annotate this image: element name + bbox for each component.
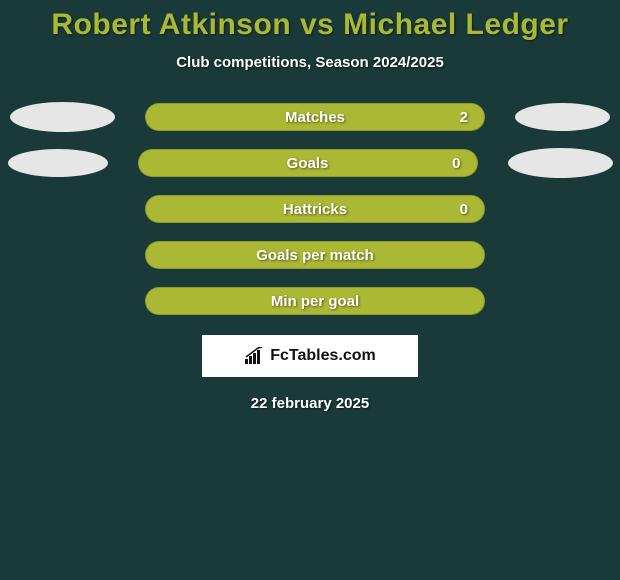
stat-label: Goals [287, 155, 329, 172]
stat-bar: Goals 0 [138, 149, 478, 177]
stat-label: Min per goal [271, 293, 359, 310]
stat-value: 0 [460, 201, 468, 218]
stat-row-hattricks: Hattricks 0 [0, 195, 620, 223]
stat-bar: Hattricks 0 [145, 195, 485, 223]
stat-bar: Goals per match [145, 241, 485, 269]
stat-label: Matches [285, 109, 345, 126]
stat-label: Hattricks [283, 201, 347, 218]
right-marker [515, 103, 610, 131]
stat-bar: Matches 2 [145, 103, 485, 131]
source-badge: FcTables.com [202, 335, 418, 377]
stat-row-mpg: Min per goal [0, 287, 620, 315]
stat-bar: Min per goal [145, 287, 485, 315]
source-text: FcTables.com [270, 347, 376, 365]
stat-rows: Matches 2 Goals 0 Hattricks 0 Goals [0, 103, 620, 315]
comparison-container: Robert Atkinson vs Michael Ledger Club c… [0, 0, 620, 412]
chart-icon [244, 347, 266, 365]
date-text: 22 february 2025 [0, 395, 620, 412]
stat-row-matches: Matches 2 [0, 103, 620, 131]
left-marker [8, 149, 108, 177]
left-marker [10, 102, 115, 132]
stat-label: Goals per match [256, 247, 374, 264]
stat-value: 0 [452, 155, 460, 172]
stat-value: 2 [460, 109, 468, 126]
right-marker [508, 148, 613, 178]
subtitle: Club competitions, Season 2024/2025 [0, 54, 620, 71]
stat-row-goals: Goals 0 [0, 149, 620, 177]
page-title: Robert Atkinson vs Michael Ledger [0, 8, 620, 42]
stat-row-gpm: Goals per match [0, 241, 620, 269]
